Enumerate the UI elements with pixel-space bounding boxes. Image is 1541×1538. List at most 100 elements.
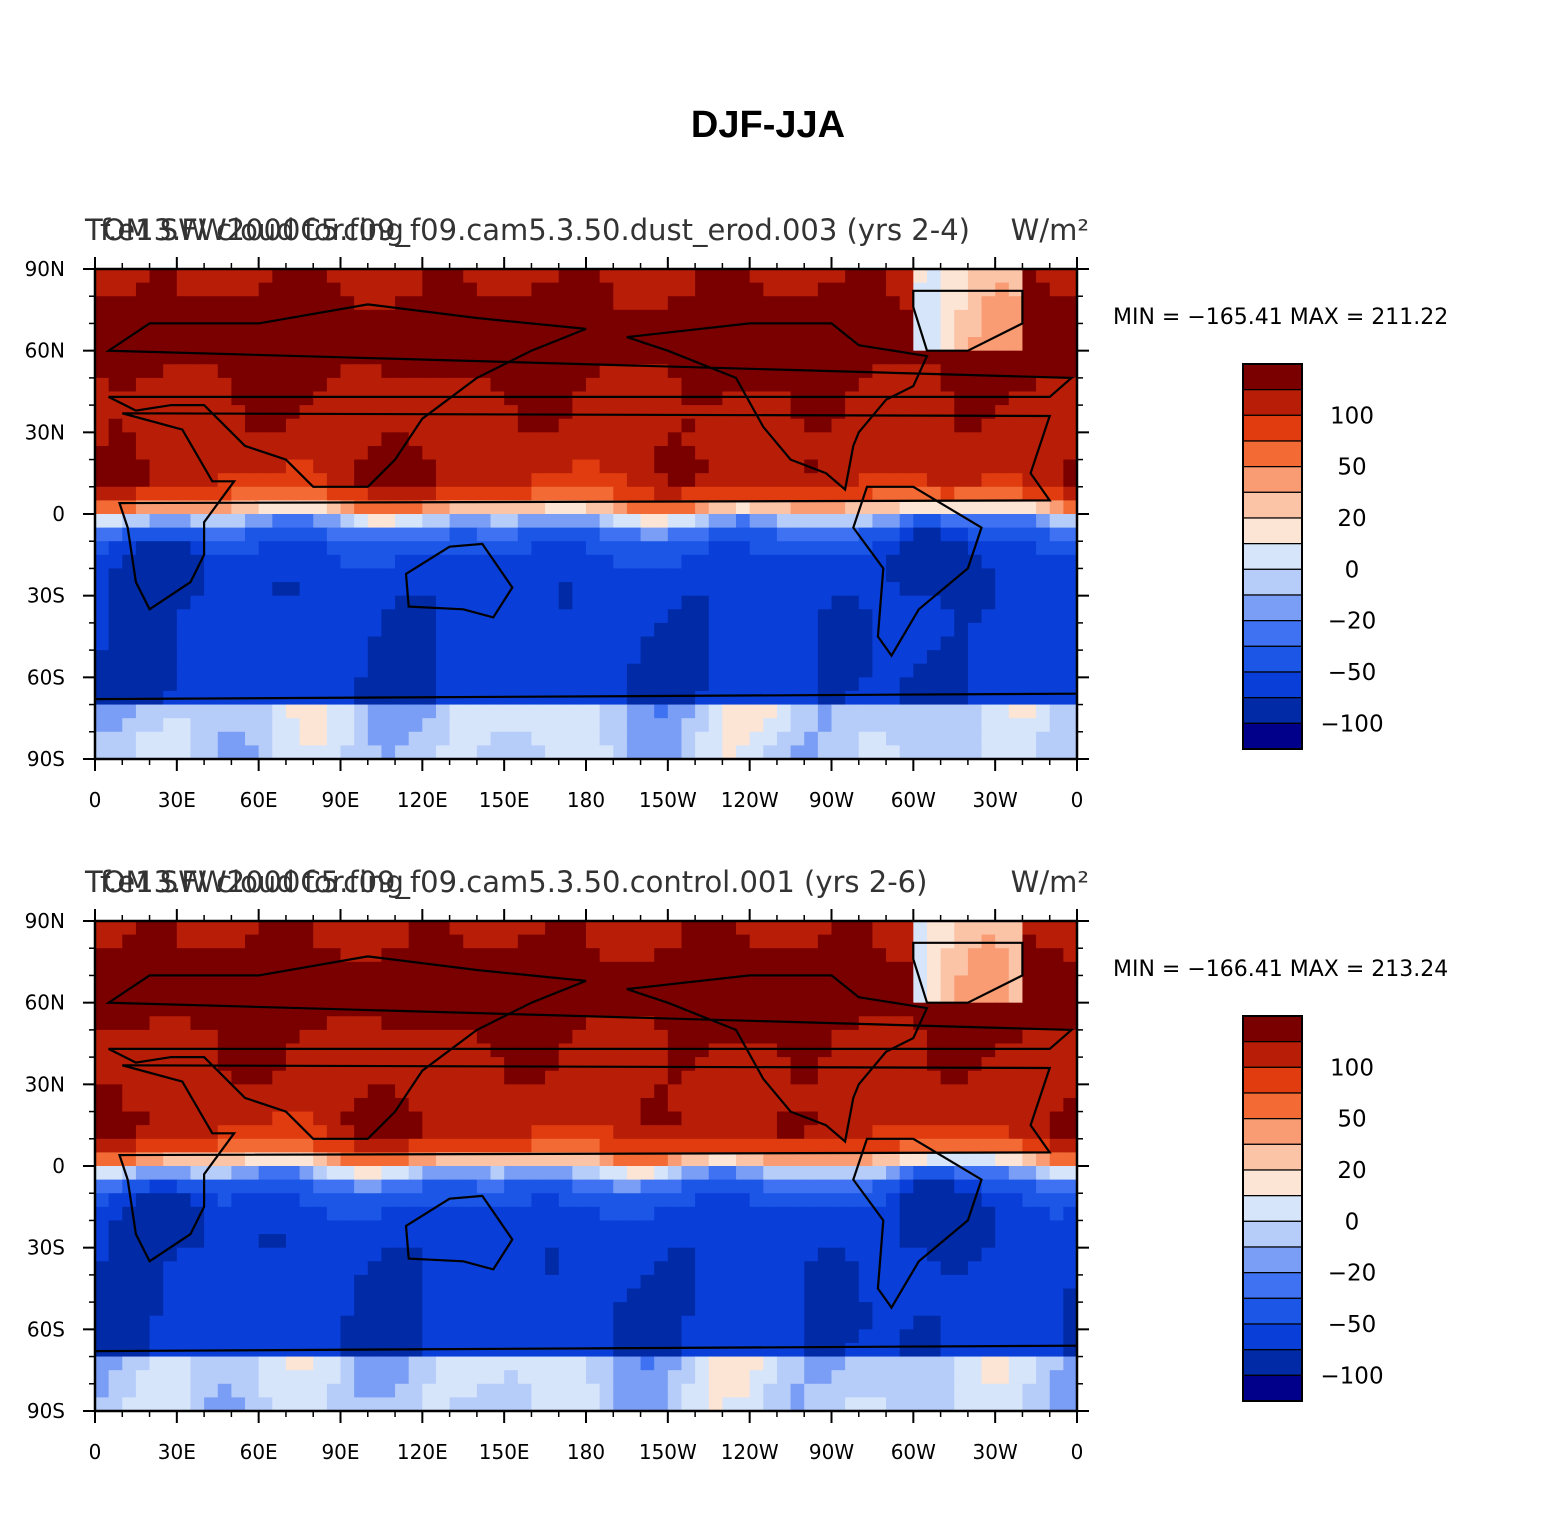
field-cell <box>1036 473 1051 488</box>
field-cell <box>613 731 628 746</box>
field-cell <box>204 677 219 692</box>
field-cell <box>613 1179 628 1194</box>
lon-label: 60E <box>240 788 278 812</box>
field-cell <box>995 296 1010 311</box>
field-cell <box>667 282 683 297</box>
field-cell <box>954 961 969 977</box>
field-cell <box>422 1315 437 1330</box>
field-cell <box>1036 731 1051 746</box>
field-cell <box>749 1179 764 1194</box>
field-cell <box>490 1152 505 1167</box>
field-cell <box>204 989 219 1004</box>
field-cell <box>354 473 369 488</box>
colorbar-box <box>1242 594 1303 622</box>
field-cell <box>176 975 192 990</box>
field-cell <box>299 1193 314 1208</box>
field-cell <box>258 595 273 610</box>
field-cell <box>913 1274 928 1290</box>
field-cell <box>981 989 996 1004</box>
field-cell <box>108 921 123 936</box>
field-cell <box>1008 1179 1024 1194</box>
field-cell <box>1063 1288 1078 1303</box>
field-cell <box>285 636 301 651</box>
field-cell <box>586 486 601 501</box>
field-cell <box>1063 473 1078 488</box>
field-cell <box>326 663 342 678</box>
field-cell <box>149 1329 164 1344</box>
field-cell <box>285 1193 301 1208</box>
field-cell <box>135 975 151 990</box>
field-cell <box>354 1016 369 1031</box>
field-cell <box>899 1070 914 1085</box>
field-cell <box>995 650 1010 665</box>
field-cell <box>626 323 642 338</box>
field-cell <box>913 948 928 963</box>
field-cell <box>354 677 369 692</box>
field-cell <box>313 405 328 420</box>
field-cell <box>749 1206 764 1222</box>
field-cell <box>190 391 205 406</box>
field-cell <box>613 296 628 311</box>
field-cell <box>517 1029 533 1045</box>
field-cell <box>899 554 914 570</box>
field-cell <box>1036 1247 1051 1262</box>
field-cell <box>285 1179 301 1194</box>
field-cell <box>204 975 219 990</box>
field-cell <box>490 296 505 311</box>
field-cell <box>435 636 451 651</box>
field-cell <box>572 636 587 651</box>
field-cell <box>722 486 737 501</box>
field-cell <box>940 1070 955 1085</box>
field-cell <box>572 1084 587 1099</box>
field-cell <box>640 731 655 746</box>
field-cell <box>176 350 192 365</box>
field-cell <box>586 1193 601 1208</box>
field-cell <box>517 1220 533 1235</box>
field-cell <box>558 459 573 474</box>
field-cell <box>217 1234 232 1249</box>
field-cell <box>654 418 669 433</box>
field-cell <box>395 473 410 488</box>
field-cell <box>217 609 232 624</box>
field-cell <box>886 568 901 583</box>
field-cell <box>245 309 260 325</box>
field-cell <box>122 1111 137 1126</box>
field-cell <box>231 1193 246 1208</box>
field-cell <box>790 432 805 447</box>
field-cell <box>531 486 546 501</box>
field-cell <box>176 377 192 393</box>
field-cell <box>435 459 451 474</box>
field-cell <box>176 473 192 488</box>
field-cell <box>149 650 164 665</box>
field-cell <box>258 948 273 963</box>
field-cell <box>326 486 342 501</box>
field-cell <box>667 486 683 501</box>
field-cell <box>476 1029 492 1045</box>
field-cell <box>722 500 737 515</box>
field-cell <box>326 622 342 638</box>
field-cell <box>545 1084 560 1099</box>
field-cell <box>122 459 137 474</box>
field-cell <box>272 1288 287 1303</box>
field-cell <box>967 323 983 338</box>
field-cell <box>722 1261 737 1276</box>
field-cell <box>967 1302 983 1317</box>
field-cell <box>490 323 505 338</box>
field-cell <box>313 486 328 501</box>
field-cell <box>586 1111 601 1126</box>
field-cell <box>654 1234 669 1249</box>
field-cell <box>981 337 996 352</box>
field-cell <box>667 391 683 406</box>
field-cell <box>1036 1302 1051 1317</box>
field-cell <box>1063 296 1078 311</box>
field-cell <box>545 663 560 678</box>
field-cell <box>926 350 942 365</box>
field-cell <box>640 1247 655 1262</box>
field-cell <box>558 1247 573 1262</box>
field-cell <box>149 1125 164 1140</box>
field-cell <box>831 1206 846 1222</box>
field-cell <box>790 391 805 406</box>
field-cell <box>545 677 560 692</box>
field-cell <box>872 541 887 556</box>
field-cell <box>572 1247 587 1262</box>
